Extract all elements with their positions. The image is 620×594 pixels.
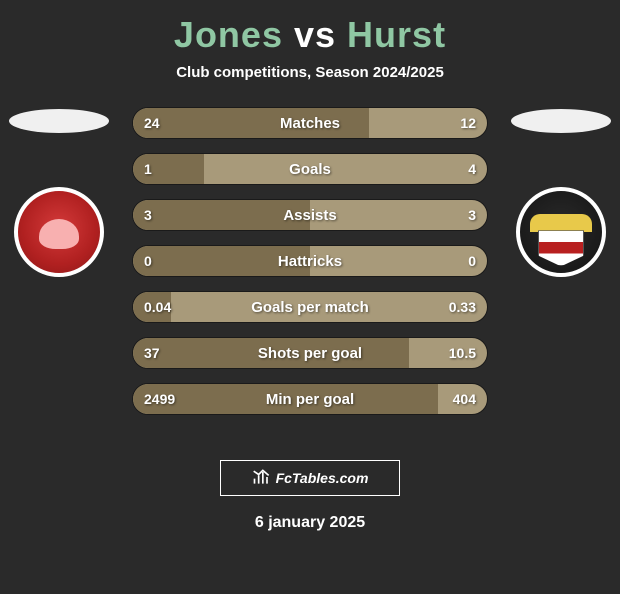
player1-side — [4, 107, 114, 277]
stat-row: Min per goal2499404 — [132, 383, 488, 415]
chart-icon — [252, 467, 272, 490]
watermark-text: FcTables.com — [276, 470, 369, 486]
stat-bar-track — [132, 199, 488, 231]
stat-row: Goals per match0.040.33 — [132, 291, 488, 323]
player2-side — [506, 107, 616, 277]
stat-bar-track — [132, 291, 488, 323]
stat-bar-fill-left — [133, 154, 204, 184]
stat-bar-fill-left — [133, 338, 409, 368]
player2-club-crest — [516, 187, 606, 277]
stat-bars: Matches2412 Goals14 Assists33 Hattricks00 Go… — [132, 107, 488, 429]
stat-bar-fill-left — [133, 292, 171, 322]
stat-bar-track — [132, 153, 488, 185]
stat-row: Assists33 — [132, 199, 488, 231]
player2-name: Hurst — [347, 14, 446, 55]
player2-ellipse — [511, 109, 611, 133]
player1-ellipse — [9, 109, 109, 133]
stat-bar-fill-left — [133, 108, 369, 138]
subtitle: Club competitions, Season 2024/2025 — [0, 64, 620, 81]
stat-bar-fill-left — [133, 246, 310, 276]
stat-bar-track — [132, 383, 488, 415]
date-text: 6 january 2025 — [0, 514, 620, 532]
stat-row: Hattricks00 — [132, 245, 488, 277]
page-title: Jones vs Hurst — [0, 14, 620, 56]
player1-name: Jones — [174, 14, 283, 55]
vs-text: vs — [294, 14, 336, 55]
stat-bar-track — [132, 245, 488, 277]
stat-bar-fill-left — [133, 200, 310, 230]
stat-row: Shots per goal3710.5 — [132, 337, 488, 369]
watermark: FcTables.com — [220, 460, 400, 496]
stat-bar-track — [132, 107, 488, 139]
stat-row: Goals14 — [132, 153, 488, 185]
stat-bar-track — [132, 337, 488, 369]
player1-club-crest — [14, 187, 104, 277]
stat-row: Matches2412 — [132, 107, 488, 139]
stat-bar-fill-left — [133, 384, 438, 414]
